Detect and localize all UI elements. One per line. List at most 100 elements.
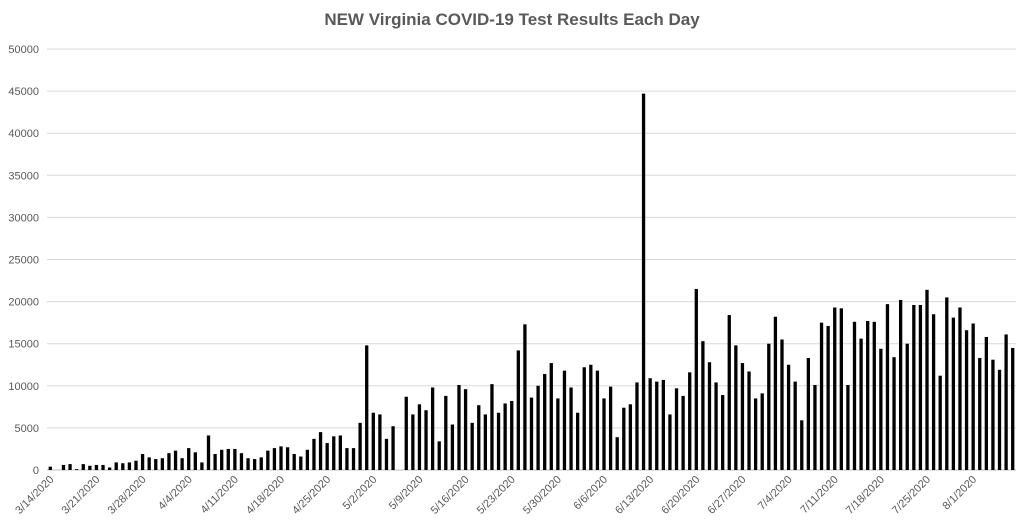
bar (61, 464, 66, 470)
x-tick-label: 5/16/2020 (429, 474, 472, 517)
bar (892, 357, 896, 470)
bar (193, 452, 197, 470)
bar (833, 307, 837, 470)
bar (378, 414, 382, 470)
bar (734, 345, 738, 470)
bar (299, 456, 303, 470)
bar (496, 412, 501, 470)
bar (1004, 334, 1008, 470)
y-tick-label: 40000 (8, 128, 39, 140)
bar (351, 448, 356, 470)
bar (549, 363, 553, 470)
bar (839, 308, 843, 470)
x-tick-label: 5/30/2020 (521, 474, 564, 517)
y-tick-label: 20000 (8, 297, 39, 309)
bar (905, 343, 909, 470)
bar (332, 436, 336, 470)
bar (688, 372, 692, 470)
bar (694, 288, 698, 470)
bar (292, 454, 296, 470)
bar (312, 438, 316, 470)
bar (75, 469, 79, 470)
bar (477, 405, 481, 470)
bar (160, 458, 165, 470)
bar (602, 398, 606, 470)
bar (641, 93, 646, 470)
y-tick-label: 5000 (15, 423, 39, 435)
x-tick-label: 6/27/2020 (705, 474, 748, 517)
bar (114, 462, 118, 470)
bar (147, 457, 151, 470)
bar (978, 358, 982, 470)
bar (391, 426, 395, 470)
bar (384, 438, 389, 470)
bar (266, 450, 270, 470)
bar (246, 458, 250, 470)
bar (503, 403, 507, 470)
bar (510, 400, 514, 470)
x-tick-label: 6/20/2020 (659, 474, 702, 517)
y-tick-label: 10000 (8, 381, 39, 393)
y-axis-labels: 0 5000 10000 15000 20000 25000 30000 35000 40000… (8, 44, 39, 477)
bar (305, 449, 310, 470)
bar (239, 453, 244, 470)
bar (608, 386, 613, 470)
bar (819, 322, 824, 470)
bar (463, 389, 468, 470)
bar (747, 371, 751, 470)
bar (318, 432, 323, 470)
y-tick-label: 30000 (8, 212, 39, 224)
bar (411, 414, 415, 470)
bar (81, 464, 85, 470)
bar (912, 304, 916, 470)
bar (714, 382, 718, 470)
x-tick-label: 7/25/2020 (890, 474, 933, 517)
bar (760, 393, 764, 470)
bar (325, 443, 329, 470)
bar (285, 447, 290, 470)
bar (213, 454, 217, 470)
bar (872, 321, 876, 470)
bar (826, 326, 830, 470)
bar (635, 382, 639, 470)
bar (48, 466, 52, 470)
bar (180, 458, 184, 470)
bar (655, 381, 659, 470)
bar (365, 345, 369, 470)
bar (984, 336, 988, 470)
bar (964, 330, 969, 470)
x-axis-labels: 3/14/2020 3/21/2020 3/28/2020 4/4/2020 4/11/… (13, 474, 979, 517)
bar (457, 384, 461, 470)
bar (721, 395, 725, 470)
bar (786, 364, 791, 470)
bar (94, 464, 99, 470)
bar (252, 459, 257, 470)
bar (582, 367, 586, 470)
bar (279, 446, 283, 470)
bar (173, 450, 178, 470)
bar (127, 462, 132, 470)
x-tick-label: 5/9/2020 (387, 474, 426, 513)
y-tick-label: 15000 (8, 339, 39, 351)
bar (88, 465, 92, 470)
bar (187, 448, 191, 470)
x-tick-label: 3/21/2020 (59, 474, 102, 517)
y-tick-label: 0 (33, 465, 39, 477)
bar (569, 387, 573, 470)
bar (543, 374, 547, 470)
bar (358, 422, 362, 470)
bar (575, 412, 580, 470)
bar (430, 387, 435, 470)
y-tick-label: 45000 (8, 86, 39, 98)
bar (272, 448, 277, 470)
bar (945, 297, 949, 470)
bar (780, 339, 784, 470)
bar (885, 304, 890, 470)
bar (661, 379, 665, 470)
bar (107, 467, 112, 470)
bar (562, 370, 567, 470)
bar (997, 369, 1002, 470)
bar (918, 304, 923, 470)
